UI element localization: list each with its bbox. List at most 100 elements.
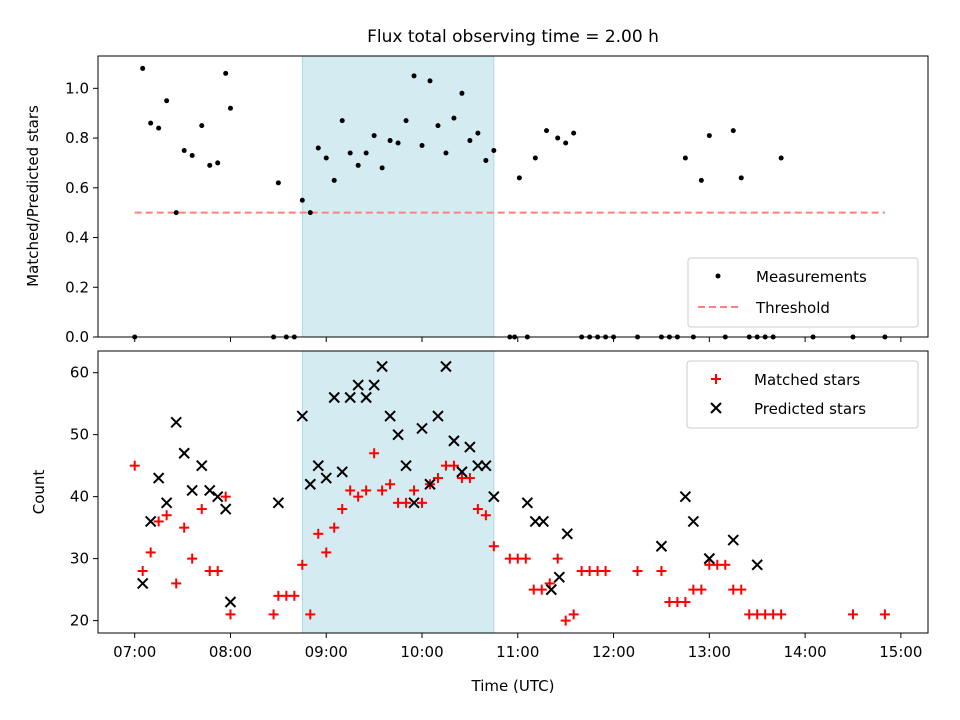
measurement-point xyxy=(411,73,417,79)
measurement-point xyxy=(395,140,401,146)
predicted-star-point xyxy=(687,515,700,528)
bottom-series-layer xyxy=(129,360,890,626)
predicted-star-point xyxy=(136,577,149,590)
matched-star-point xyxy=(847,609,858,620)
matched-star-point xyxy=(600,566,611,577)
measurement-point xyxy=(387,138,393,144)
bottom-ytick-label: 20 xyxy=(70,612,89,630)
matched-star-point xyxy=(377,485,388,496)
bottom-y-axis-label: Count xyxy=(30,470,48,515)
matched-star-point xyxy=(179,522,190,533)
matched-star-point xyxy=(289,590,300,601)
predicted-star-point xyxy=(384,410,396,422)
matched-star-point xyxy=(297,559,308,570)
predicted-star-point xyxy=(304,478,316,490)
matched-star-point xyxy=(171,578,182,589)
matched-star-point xyxy=(220,491,231,502)
measurement-point xyxy=(371,133,377,139)
measurement-point xyxy=(563,140,569,146)
measurement-point xyxy=(435,123,441,129)
matched-star-point xyxy=(432,473,443,484)
measurement-point xyxy=(315,145,321,151)
legend-marker-measurements xyxy=(715,273,721,279)
bottom-legend-box xyxy=(686,360,919,429)
matched-star-point xyxy=(736,584,747,595)
measurement-point xyxy=(491,147,497,153)
predicted-star-point xyxy=(170,416,182,428)
predicted-star-point xyxy=(212,490,224,503)
xtick-label: 10:00 xyxy=(400,643,443,661)
predicted-star-point xyxy=(424,478,436,490)
measurement-point xyxy=(223,70,229,76)
top-xticks xyxy=(134,337,902,342)
predicted-star-point xyxy=(464,441,476,453)
matched-star-point xyxy=(385,479,396,490)
measurement-point xyxy=(215,160,221,166)
matched-star-point xyxy=(153,516,164,527)
top-series-layer xyxy=(132,65,888,340)
matched-star-point xyxy=(520,553,531,564)
predicted-star-point xyxy=(328,391,340,404)
predicted-star-point xyxy=(360,391,372,404)
measurement-point xyxy=(323,155,329,161)
measurement-point xyxy=(227,105,233,111)
measurement-point xyxy=(544,128,550,134)
predicted-star-point xyxy=(272,497,285,509)
top-legend: Measurements Threshold xyxy=(687,257,919,328)
predicted-star-point xyxy=(488,490,500,503)
measurement-point xyxy=(156,125,162,131)
predicted-star-point xyxy=(320,472,332,484)
measurement-point xyxy=(451,115,457,121)
xtick-label: 14:00 xyxy=(783,643,826,661)
top-highlight-band xyxy=(301,55,495,338)
legend-label-measurements: Measurements xyxy=(756,268,867,286)
measurement-point xyxy=(738,175,744,181)
top-ytick-label: 0.0 xyxy=(65,328,89,346)
measurement-point xyxy=(427,78,433,84)
matched-star-point xyxy=(472,504,483,515)
top-ytick-label: 1.0 xyxy=(65,79,89,97)
measurement-point xyxy=(459,90,465,96)
bottom-legend: Matched stars Predicted stars xyxy=(686,360,919,429)
predicted-star-point xyxy=(312,459,324,472)
predicted-star-point xyxy=(408,497,420,509)
matched-star-point xyxy=(187,553,198,564)
measurement-point xyxy=(140,65,146,71)
matched-star-point xyxy=(321,547,332,558)
xtick-label: 07:00 xyxy=(113,643,156,661)
predicted-star-point xyxy=(480,459,492,472)
matched-star-point xyxy=(536,584,547,595)
measurement-point xyxy=(173,210,179,216)
bottom-axes-frame xyxy=(97,350,929,634)
matched-star-point xyxy=(632,566,643,577)
matched-star-point xyxy=(401,497,412,508)
measurement-point xyxy=(403,118,409,124)
matched-star-point xyxy=(145,547,156,558)
legend-label-threshold: Threshold xyxy=(755,299,830,317)
predicted-star-point xyxy=(368,379,380,391)
predicted-star-point xyxy=(448,435,460,447)
matched-star-point xyxy=(680,597,691,608)
top-ytick-label: 0.6 xyxy=(65,179,89,197)
matched-star-point xyxy=(448,460,459,471)
matched-star-point xyxy=(196,504,207,515)
top-axes-frame xyxy=(97,55,929,338)
bottom-ytick-label: 30 xyxy=(70,550,89,568)
measurement-point xyxy=(532,155,538,161)
matched-star-point xyxy=(696,584,707,595)
predicted-star-point xyxy=(703,552,716,565)
measurement-point xyxy=(571,130,577,136)
xtick-label: 15:00 xyxy=(879,643,922,661)
measurement-point xyxy=(331,177,337,183)
matched-star-point xyxy=(409,485,420,496)
matched-star-point xyxy=(488,541,499,552)
measurement-point xyxy=(698,177,704,183)
matched-star-point xyxy=(568,609,579,620)
bottom-xticks: 07:00 08:00 09:00 10:00 11:00 12:00 13:00 14:00… xyxy=(113,633,922,661)
predicted-star-point xyxy=(456,466,468,478)
measurement-point xyxy=(778,155,784,161)
predicted-star-point xyxy=(440,360,452,373)
matched-star-point xyxy=(137,566,148,577)
predicted-star-point xyxy=(344,391,356,404)
